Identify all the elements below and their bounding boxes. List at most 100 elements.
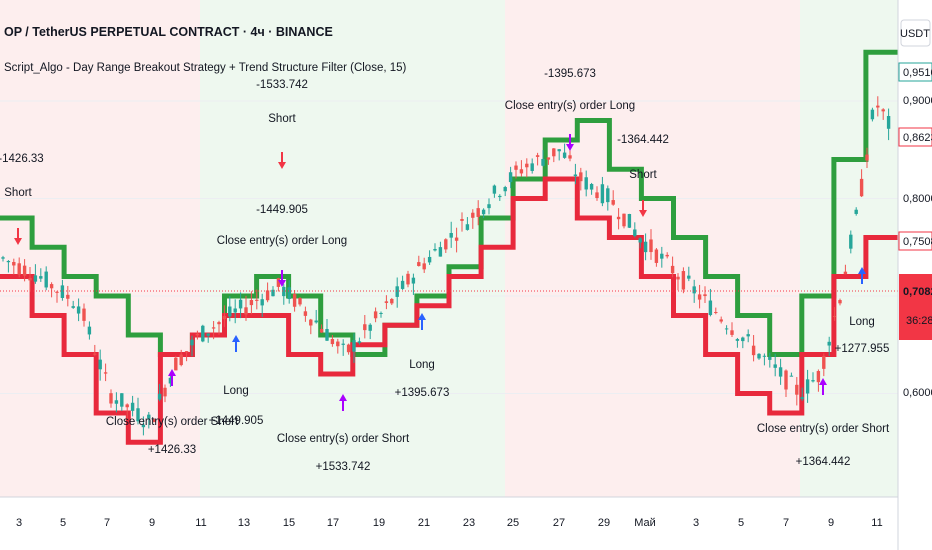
trade-label-action: Long [223, 385, 249, 397]
candle-body [492, 185, 497, 194]
exit-arrow-icon [168, 369, 176, 386]
trade-label-action: Close entry(s) order Short [277, 433, 410, 445]
candle-body [390, 298, 394, 304]
candle-body [773, 364, 777, 368]
candle-body [832, 316, 837, 318]
candle-body [55, 291, 59, 293]
time-axis-label: 3 [16, 517, 22, 529]
candle-body [838, 300, 842, 304]
trade-label-pnl: +1449.905 [209, 415, 264, 427]
trade-label-pnl: -1426.33 [0, 153, 44, 165]
candle-body [606, 188, 610, 203]
candle-body [260, 299, 264, 306]
price-badge [898, 231, 932, 251]
candle-body [168, 377, 173, 384]
bar-countdown-text: 36:28 [906, 315, 932, 327]
candle-body [114, 400, 119, 404]
lower-range-line [0, 176, 898, 445]
candle-body [822, 355, 826, 369]
candle-body [120, 393, 124, 407]
candle-body [454, 237, 459, 241]
candle-body [265, 290, 270, 301]
candle-body [384, 301, 389, 303]
candle-body [762, 355, 767, 357]
candle-body [309, 319, 313, 326]
candle-body [438, 247, 443, 257]
currency-button[interactable] [900, 19, 931, 47]
candle-body [519, 169, 524, 174]
candle-body [136, 408, 140, 422]
candle-body [395, 286, 399, 297]
candle-body [39, 276, 43, 279]
candle-body [768, 356, 772, 360]
candle-body [525, 163, 529, 168]
time-axis-label: 7 [783, 517, 789, 529]
candle-body [687, 275, 691, 279]
trade-label-action: Short [268, 113, 296, 125]
candle-body [552, 148, 556, 157]
trade-label-action: Close entry(s) order Long [505, 100, 635, 112]
candle-body [368, 324, 372, 331]
trade-label-pnl: -1364.442 [617, 134, 669, 146]
candle-body [98, 359, 102, 370]
candle-body [103, 372, 108, 374]
time-axis-label: 19 [373, 517, 385, 529]
time-axis-label: 9 [149, 517, 155, 529]
candle-body [12, 261, 16, 266]
time-axis-label: 5 [738, 517, 744, 529]
candle-body [87, 326, 92, 335]
time-axis-label: 5 [60, 517, 66, 529]
candle-body [346, 344, 351, 353]
candle-body [541, 158, 545, 166]
candle-body [411, 277, 416, 284]
candle-body [589, 183, 594, 190]
candle-body [616, 216, 621, 220]
candle-body [681, 271, 686, 290]
candle-body [573, 174, 578, 177]
candle-body [746, 334, 750, 337]
candle-body [195, 333, 200, 336]
candle-body [82, 308, 86, 321]
trade-label-pnl: -1395.673 [544, 68, 596, 80]
candle-body [109, 393, 113, 404]
candle-body [287, 287, 291, 300]
candle-body [282, 286, 286, 297]
candle-body [827, 341, 831, 346]
candle-body [568, 155, 572, 159]
candle-body [654, 249, 659, 263]
candle-body [514, 165, 518, 170]
candle-body [22, 265, 27, 276]
currency-label: USDT [900, 28, 930, 40]
candle-body [670, 265, 675, 274]
current-price-badge [899, 274, 932, 340]
candle-body [530, 163, 534, 171]
price-badge [898, 127, 932, 147]
candle-body [427, 256, 432, 263]
short-entry-arrow-icon [14, 228, 22, 245]
candle-body [854, 209, 858, 214]
candle-body [714, 312, 718, 314]
time-axis-label: 11 [871, 517, 882, 529]
candle-body [449, 233, 453, 238]
price-badge [898, 62, 932, 82]
candle-body [44, 271, 48, 288]
candle-body [228, 306, 232, 317]
candle-body [471, 212, 475, 218]
trade-label-pnl: +1533.742 [316, 461, 371, 473]
candle-body [238, 299, 243, 309]
candle-body [373, 311, 378, 319]
candle-body [751, 345, 756, 356]
candle-body [508, 172, 513, 183]
candle-body [179, 354, 183, 366]
candle-body [849, 234, 853, 249]
candle-body [206, 333, 210, 336]
candle-body [665, 254, 669, 257]
trade-label-pnl: +1426.33 [148, 444, 196, 456]
trade-label-action: Short [629, 169, 657, 181]
